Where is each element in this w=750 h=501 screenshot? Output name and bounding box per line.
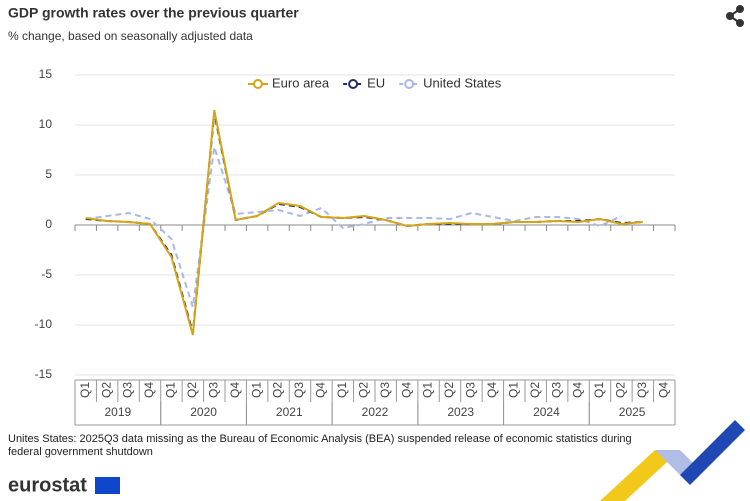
- x-tick-label: Q1: [78, 382, 92, 398]
- x-tick-label: Q4: [142, 382, 156, 398]
- x-tick-label: Q4: [656, 382, 670, 398]
- x-tick-label: Q4: [228, 382, 242, 398]
- x-tick-label: Q4: [399, 382, 413, 398]
- legend-marker: [253, 79, 263, 89]
- x-tick-label: Q3: [292, 382, 306, 398]
- legend-label[interactable]: Euro area: [272, 75, 330, 90]
- x-tick-label: Q4: [571, 382, 585, 398]
- y-tick-label: 10: [39, 117, 53, 131]
- y-tick-label: 15: [39, 67, 53, 81]
- x-tick-label: Q2: [442, 382, 456, 398]
- year-label: 2019: [105, 405, 132, 419]
- x-tick-label: Q3: [206, 382, 220, 398]
- logo-graphic: [600, 420, 745, 501]
- series-line: [85, 109, 643, 336]
- x-tick-label: Q4: [485, 382, 499, 398]
- x-tick-label: Q1: [421, 382, 435, 398]
- x-tick-label: Q2: [528, 382, 542, 398]
- year-label: 2022: [362, 405, 389, 419]
- y-tick-label: -10: [35, 317, 53, 331]
- y-tick-label: 0: [45, 217, 52, 231]
- year-label: 2020: [190, 405, 217, 419]
- x-tick-label: Q1: [164, 382, 178, 398]
- x-tick-label: Q1: [249, 382, 263, 398]
- y-tick-label: -5: [41, 267, 52, 281]
- source-logo: eurostat: [8, 474, 87, 496]
- year-label: 2025: [619, 405, 646, 419]
- x-tick-label: Q3: [549, 382, 563, 398]
- y-tick-label: 5: [45, 167, 52, 181]
- note: Unites States: 2025Q3 data missing as th…: [8, 433, 632, 458]
- year-label: 2023: [447, 405, 474, 419]
- note-box: Unites States: 2025Q3 data missing as th…: [8, 433, 632, 458]
- x-tick-label: Q3: [121, 382, 135, 398]
- legend-marker: [404, 79, 415, 89]
- year-label: 2024: [533, 405, 560, 419]
- legend-label[interactable]: United States: [423, 75, 502, 90]
- x-tick-label: Q2: [99, 382, 113, 398]
- share-icon[interactable]: [726, 5, 744, 27]
- x-tick-label: Q1: [506, 382, 520, 398]
- x-tick-label: Q2: [356, 382, 370, 398]
- year-label: 2021: [276, 405, 303, 419]
- x-tick-label: Q3: [378, 382, 392, 398]
- eu-flag: [95, 477, 120, 494]
- legend-marker: [348, 79, 359, 89]
- y-tick-label: -15: [35, 367, 53, 381]
- series-line: [85, 112, 643, 334]
- x-tick-label: Q2: [185, 382, 199, 398]
- x-tick-label: Q1: [335, 382, 349, 398]
- legend-label[interactable]: EU: [367, 75, 385, 90]
- x-tick-label: Q3: [464, 382, 478, 398]
- chart-title: GDP growth rates over the previous quart…: [8, 5, 299, 21]
- x-tick-label: Q1: [592, 382, 606, 398]
- x-tick-label: Q2: [614, 382, 628, 398]
- x-tick-label: Q2: [271, 382, 285, 398]
- x-tick-label: Q4: [314, 382, 328, 398]
- chart-subtitle: % change, based on seasonally adjusted d…: [8, 29, 253, 43]
- x-tick-label: Q3: [635, 382, 649, 398]
